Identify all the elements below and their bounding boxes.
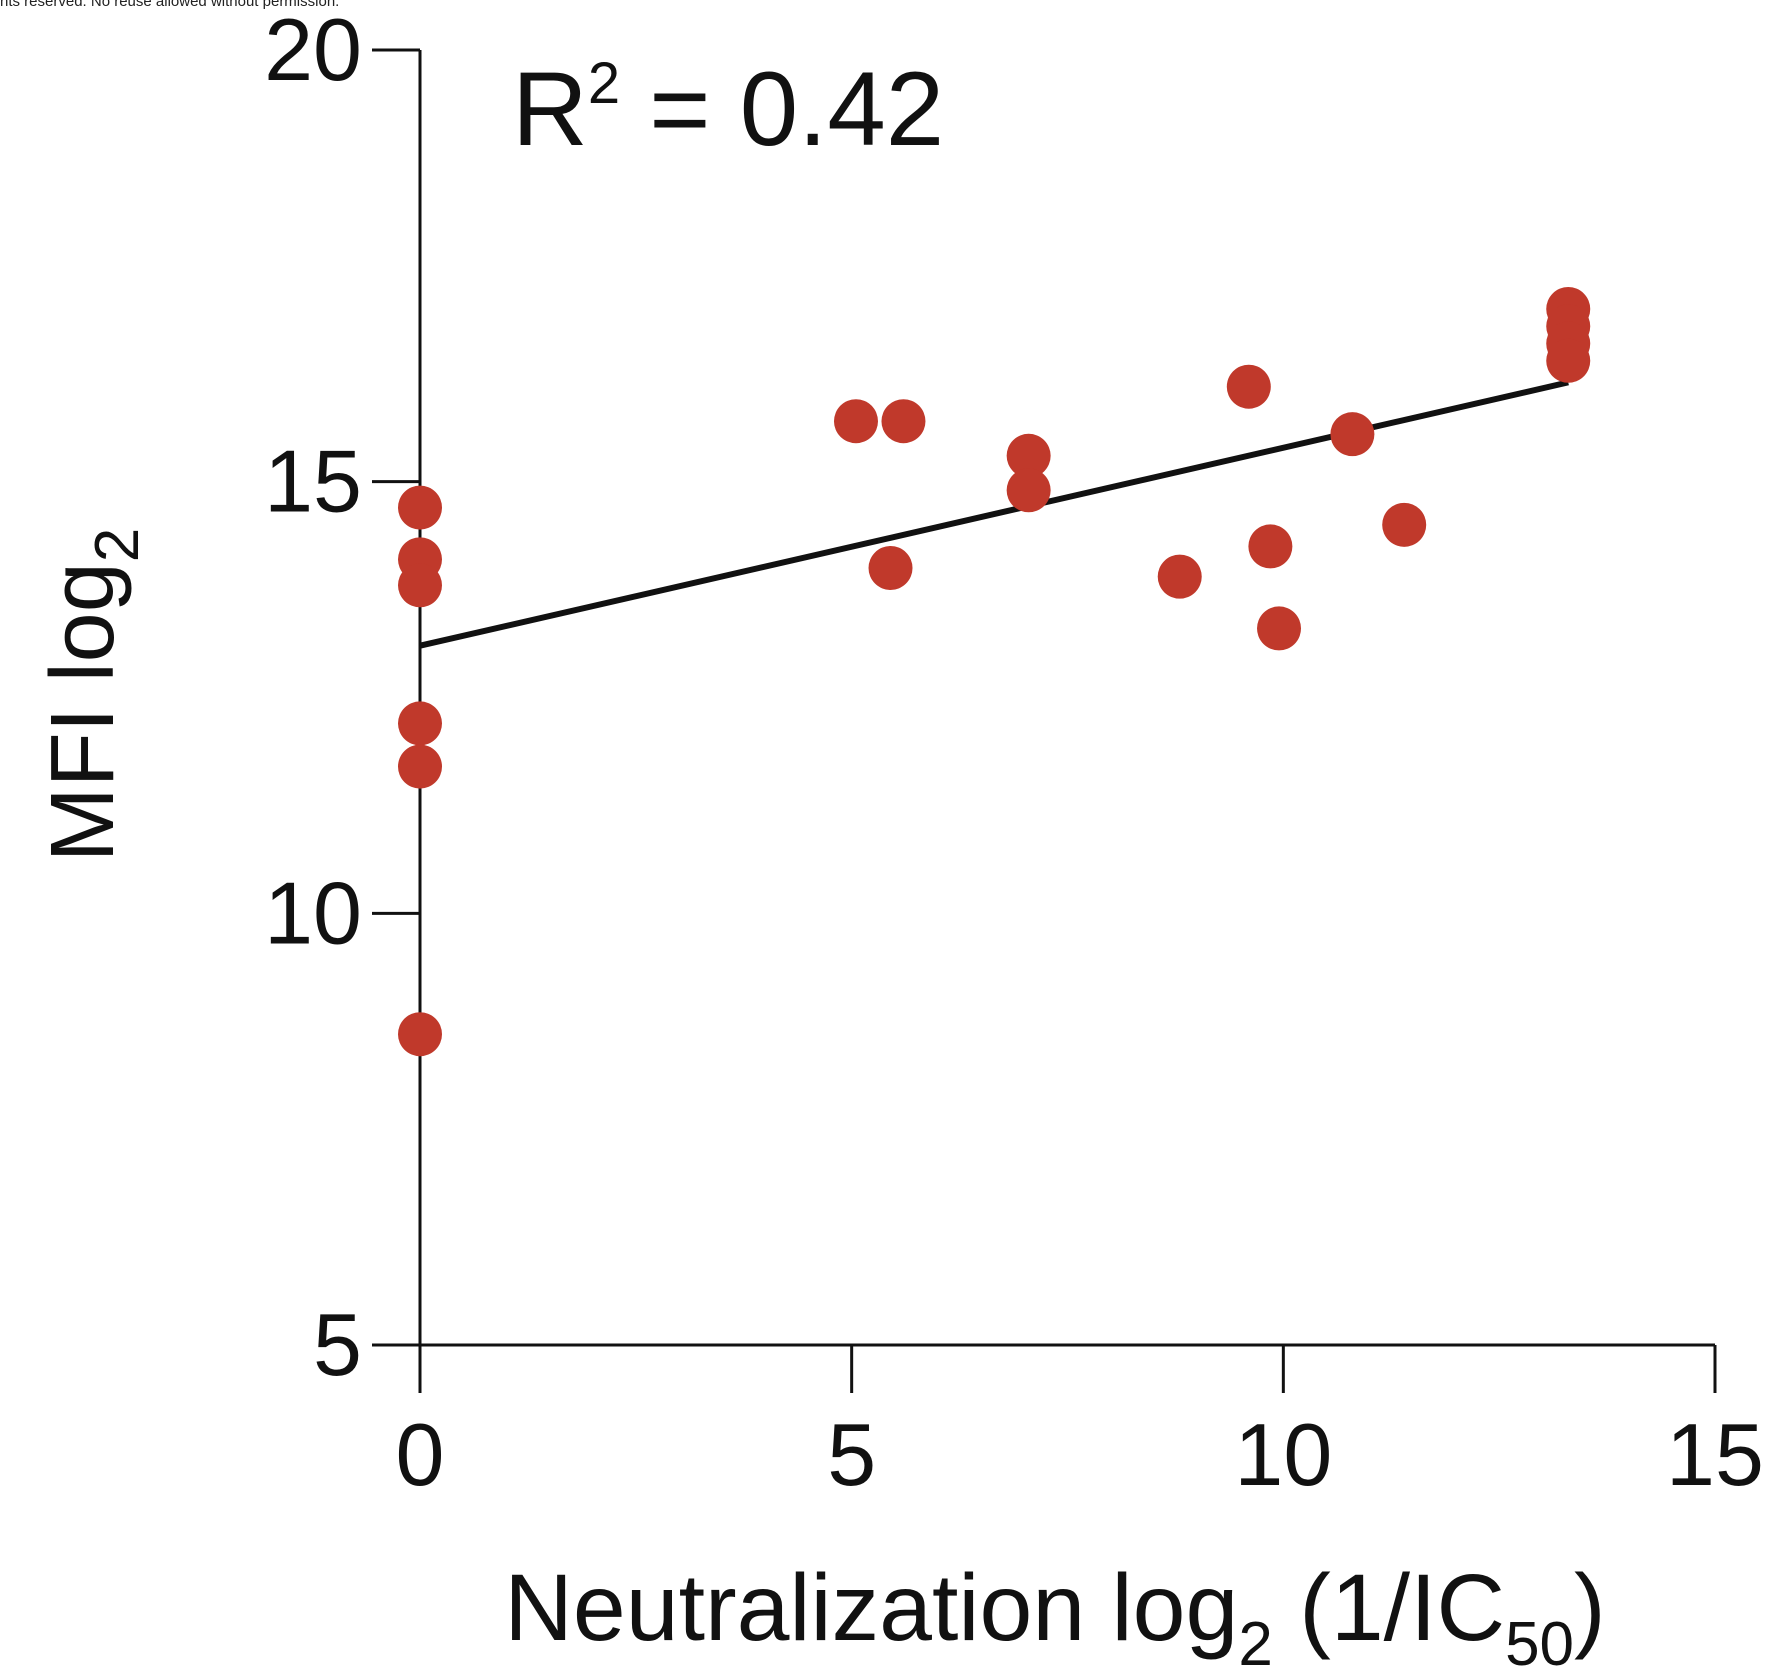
data-point	[1248, 524, 1293, 569]
r-squared-sup: 2	[588, 51, 620, 116]
r-squared-suffix: = 0.42	[620, 51, 944, 168]
regression-line	[419, 379, 1569, 649]
x-tick-label: 5	[827, 1405, 876, 1504]
x-tick-label: 0	[396, 1405, 445, 1504]
data-point	[868, 546, 913, 590]
x-axis-label-end: )	[1574, 1555, 1606, 1661]
copyright-note: nts reserved. No reuse allowed without p…	[0, 0, 340, 10]
y-axis-label-sub: 2	[83, 528, 152, 562]
data-point	[1546, 338, 1591, 383]
y-axis-label-main: MFI log	[33, 562, 133, 862]
data-point	[1382, 502, 1427, 547]
y-tick-label: 15	[264, 432, 362, 531]
x-axis-label-main: Neutralization log	[504, 1555, 1238, 1661]
y-tick-label: 20	[264, 0, 362, 99]
data-point	[1006, 468, 1051, 513]
data-point	[1006, 433, 1051, 478]
fit-line-group	[419, 379, 1569, 649]
r-squared-prefix: R	[512, 51, 588, 168]
data-point	[1157, 554, 1202, 599]
data-point	[881, 399, 926, 444]
data-points	[398, 287, 1591, 1057]
data-point	[1226, 364, 1271, 409]
y-ticks: 5 10 15 20	[264, 0, 420, 1394]
x-axis-label-sub: 2	[1238, 1610, 1272, 1679]
x-axis-label: Neutralization log2 (1/IC50)	[504, 1555, 1605, 1679]
x-axis-label-after: (1/IC	[1273, 1555, 1505, 1661]
x-tick-label: 15	[1666, 1405, 1764, 1504]
data-point	[1330, 412, 1375, 457]
data-point	[398, 1012, 442, 1057]
data-point	[833, 399, 878, 444]
y-axis-label: MFI log2	[33, 528, 152, 863]
data-point	[398, 701, 442, 746]
r-squared-annotation: R2 = 0.42	[512, 51, 944, 168]
data-point	[1257, 606, 1302, 651]
axes	[372, 50, 1715, 1347]
data-point	[398, 485, 442, 530]
data-point	[398, 563, 442, 608]
x-tick-label: 10	[1234, 1405, 1332, 1504]
y-tick-label: 10	[264, 863, 362, 962]
x-axis-label-sub2: 50	[1505, 1610, 1574, 1679]
x-ticks: 0 5 10 15	[396, 1345, 1764, 1504]
y-tick-label: 5	[313, 1295, 362, 1394]
data-point	[398, 744, 442, 789]
